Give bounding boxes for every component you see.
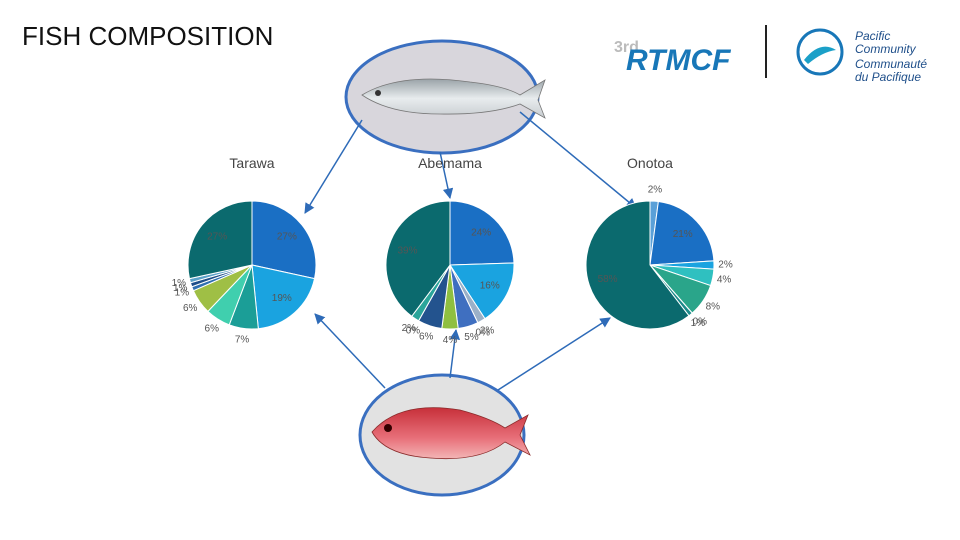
spc-emblem: [796, 28, 844, 76]
slice-label: 4%: [443, 335, 458, 346]
arrow: [519, 111, 637, 209]
fish-photo-bottom: [358, 373, 531, 497]
arrows: [304, 111, 637, 391]
slice-label: 2%: [480, 325, 495, 336]
arrow: [439, 151, 454, 200]
slice-label: 19%: [272, 293, 292, 304]
pie-slice: [449, 200, 515, 266]
rtmcf-logo: 3rd RTMCF: [614, 39, 731, 77]
slice-label: 5%: [464, 332, 479, 343]
slice-label: 4%: [717, 274, 732, 285]
slice-label: 6%: [205, 324, 220, 335]
slice-label: 0%: [406, 325, 421, 336]
slice-label: 0%: [693, 316, 708, 327]
slice-label: 1%: [172, 278, 187, 289]
arrow: [314, 313, 386, 389]
slice-label: 7%: [235, 335, 250, 346]
arrow: [497, 317, 611, 391]
pie-slice: [251, 200, 317, 280]
logo-ordinal: 3rd: [614, 39, 639, 56]
pie-slice: [385, 200, 451, 317]
slide-title: FISH COMPOSITION: [22, 21, 273, 51]
slice-label: 27%: [207, 232, 227, 243]
arrow: [449, 328, 461, 379]
slice-label: 0%: [476, 328, 491, 339]
fish-photo-top: [344, 39, 546, 155]
slice-label: 2%: [718, 260, 733, 271]
pie-slice: [187, 200, 253, 280]
slice-label: 8%: [706, 302, 721, 313]
slice-label: 24%: [471, 227, 491, 238]
slice-label: 1%: [691, 318, 706, 329]
logo-text: Communauté: [855, 57, 927, 71]
pie-title: Abemama: [418, 155, 482, 171]
slice-label: 39%: [397, 246, 417, 257]
slice-label: 2%: [402, 323, 417, 334]
logo-text: du Pacifique: [855, 70, 921, 84]
pie-slice: [251, 264, 316, 330]
logo-event: RTMCF: [626, 44, 731, 77]
slice-label: 6%: [419, 331, 434, 342]
slice-label: 1%: [173, 283, 188, 294]
spc-logo: Pacific Community Communauté du Pacifiqu…: [796, 28, 927, 84]
slice-label: 58%: [598, 274, 618, 285]
spc-emblem-wave: [804, 46, 836, 64]
pie-slice: [449, 262, 515, 320]
pie-slice: [585, 200, 690, 330]
slice-label: 2%: [648, 184, 663, 195]
slice-label: 27%: [277, 232, 297, 243]
slice-label: 1%: [175, 288, 190, 299]
pie-title: Tarawa: [229, 155, 274, 171]
pie-slice: [649, 200, 715, 266]
pie-title: Onotoa: [627, 155, 673, 171]
slice-label: 6%: [183, 303, 198, 314]
slice-label: 21%: [673, 229, 693, 240]
logo-text: Pacific: [855, 29, 890, 43]
logo-text: Community: [855, 42, 917, 56]
slice-label: 16%: [480, 280, 500, 291]
arrow: [304, 119, 363, 214]
